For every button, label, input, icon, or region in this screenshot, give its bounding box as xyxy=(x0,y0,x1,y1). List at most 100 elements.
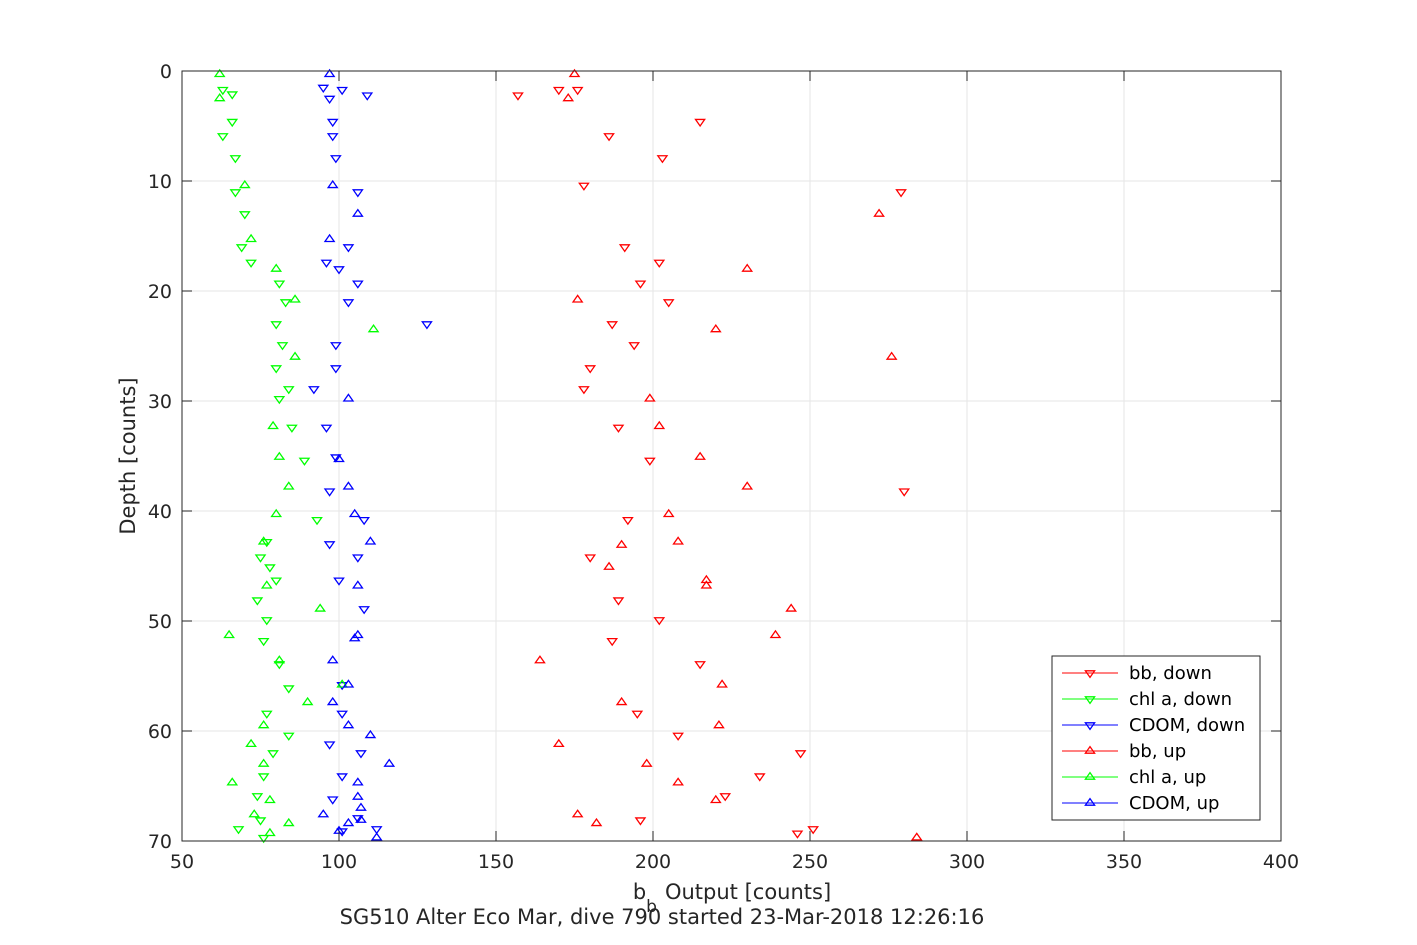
data-point xyxy=(672,777,684,786)
data-point xyxy=(229,189,242,198)
chart-title: SG510 Alter Eco Mar, dive 790 started 23… xyxy=(340,905,985,929)
data-point xyxy=(351,580,364,589)
y-tick-label: 20 xyxy=(148,281,172,303)
data-point xyxy=(286,424,298,433)
data-point xyxy=(615,696,628,706)
data-point xyxy=(226,91,239,100)
data-point xyxy=(330,454,342,463)
legend-label: chl a, up xyxy=(1129,767,1206,788)
data-point xyxy=(336,710,348,719)
data-point xyxy=(612,424,625,433)
data-point xyxy=(807,826,819,835)
data-point xyxy=(351,791,364,800)
x-tick-label: 150 xyxy=(478,851,514,873)
data-point xyxy=(552,738,565,748)
data-point xyxy=(700,580,713,589)
data-point xyxy=(260,710,273,719)
data-point xyxy=(534,655,546,664)
legend-entry: CDOM, up xyxy=(1062,793,1219,814)
data-point xyxy=(713,719,725,729)
data-point xyxy=(260,538,273,548)
data-point xyxy=(235,244,248,253)
data-point xyxy=(301,696,314,706)
data-point xyxy=(653,259,666,268)
data-point xyxy=(653,420,666,430)
data-point xyxy=(512,92,524,101)
data-point xyxy=(326,179,339,189)
x-axis-label: bb Output [counts] xyxy=(633,880,831,917)
data-point xyxy=(264,564,276,573)
x-tick-label: 300 xyxy=(949,851,985,873)
data-point xyxy=(351,554,364,563)
data-point xyxy=(342,244,355,253)
data-point xyxy=(791,830,804,839)
y-tick-label: 50 xyxy=(148,611,172,633)
data-point xyxy=(333,577,345,586)
y-tick-label: 60 xyxy=(148,721,172,743)
data-point xyxy=(336,773,348,782)
data-point xyxy=(289,294,301,303)
data-point xyxy=(898,488,911,497)
y-tick-label: 30 xyxy=(148,391,172,413)
data-point xyxy=(270,365,283,374)
data-point xyxy=(229,155,242,164)
legend-entry: chl a, up xyxy=(1062,767,1206,788)
data-point xyxy=(351,815,364,824)
legend: bb, down chl a, down CDOM, down bb, up chl a… xyxy=(1051,655,1261,821)
data-point xyxy=(308,386,320,395)
legend-marker xyxy=(1084,670,1096,679)
data-point xyxy=(326,118,339,128)
data-point xyxy=(273,395,286,405)
x-tick-label: 400 xyxy=(1263,851,1299,873)
data-point xyxy=(326,133,339,142)
data-point xyxy=(719,793,732,802)
data-point xyxy=(216,86,229,96)
data-point xyxy=(320,424,333,433)
data-point xyxy=(571,809,584,818)
data-point xyxy=(238,179,251,189)
data-point xyxy=(330,342,342,351)
data-point xyxy=(351,629,364,639)
data-point xyxy=(273,655,286,664)
data-point xyxy=(628,342,641,351)
data-point xyxy=(226,777,239,786)
data-point xyxy=(270,263,283,272)
data-point xyxy=(584,554,597,563)
data-point xyxy=(282,386,295,395)
data-point xyxy=(267,420,279,430)
y-axis-label: Depth [counts] xyxy=(116,377,140,534)
data-point xyxy=(323,68,336,78)
data-point xyxy=(355,802,367,811)
data-point xyxy=(873,208,885,217)
data-point xyxy=(323,741,336,750)
data-point xyxy=(323,95,336,105)
legend-marker xyxy=(1084,696,1096,705)
data-point xyxy=(571,86,584,96)
data-point xyxy=(351,208,364,217)
data-point xyxy=(753,773,766,782)
data-point xyxy=(267,750,279,759)
data-point xyxy=(383,758,396,767)
y-tick-label: 70 xyxy=(148,831,172,853)
legend-label: bb, down xyxy=(1129,663,1212,684)
data-point xyxy=(342,481,355,490)
data-point xyxy=(330,155,342,164)
data-point xyxy=(370,826,383,835)
data-point xyxy=(260,617,273,626)
data-point xyxy=(358,606,370,615)
legend-entry: bb, up xyxy=(1062,741,1186,762)
legend-label: bb, up xyxy=(1129,741,1186,762)
x-tick-label: 50 xyxy=(170,851,194,873)
data-point xyxy=(351,777,364,786)
data-point xyxy=(656,155,669,164)
data-point xyxy=(578,386,590,395)
data-point xyxy=(342,393,355,402)
data-point xyxy=(311,516,323,526)
data-point xyxy=(317,84,330,94)
data-point xyxy=(367,323,380,333)
data-point xyxy=(364,729,377,739)
data-point xyxy=(568,68,581,78)
data-point xyxy=(351,189,364,198)
data-point xyxy=(562,92,575,102)
data-point xyxy=(794,750,807,759)
